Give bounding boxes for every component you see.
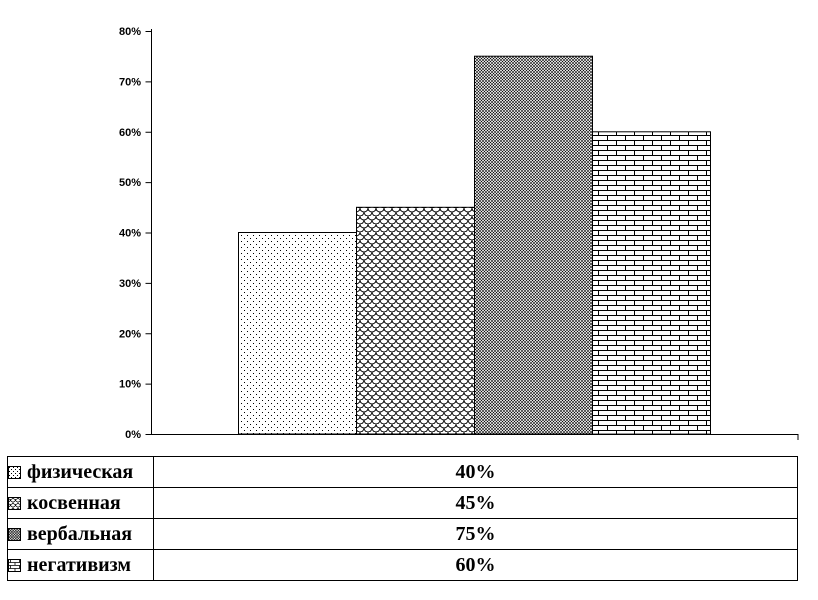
legend-value: 60%: [153, 549, 798, 581]
legend-label: физическая: [27, 460, 134, 483]
legend-table: физическая 40% косвенная 45%: [7, 456, 798, 581]
y-tick-label: 30%: [119, 278, 141, 290]
legend-key-cell: косвенная: [7, 487, 154, 519]
bar-dots: [238, 232, 357, 435]
legend-label: негативизм: [27, 553, 132, 576]
legend-row: физическая 40%: [7, 456, 798, 488]
legend-label: косвенная: [27, 491, 121, 514]
bar-scales: [356, 206, 475, 435]
legend-row: негативизм 60%: [7, 549, 798, 581]
bricks-pattern-swatch-icon: [8, 558, 21, 572]
y-tick-label: 20%: [119, 328, 141, 340]
bar-chart: 0% 10% 20% 30% 40% 50% 60% 70% 80%: [119, 26, 799, 441]
dense-pattern-swatch-icon: [8, 527, 21, 541]
legend-value: 75%: [153, 518, 798, 550]
bar-dense: [474, 55, 593, 435]
legend-value: 45%: [153, 487, 798, 519]
y-tick-label: 50%: [119, 177, 141, 189]
y-tick-label: 10%: [119, 379, 141, 391]
y-tick-label: 60%: [119, 127, 141, 139]
legend-label: вербальная: [27, 522, 133, 545]
legend-key-cell: вербальная: [7, 518, 154, 550]
legend-key-cell: негативизм: [7, 549, 154, 581]
dots-pattern-swatch-icon: [8, 465, 21, 479]
y-tick-label: 80%: [119, 26, 141, 38]
legend-row: вербальная 75%: [7, 518, 798, 550]
bar-bricks: [592, 131, 711, 435]
legend-value: 40%: [153, 456, 798, 488]
legend-key-cell: физическая: [7, 456, 154, 488]
scales-pattern-swatch-icon: [8, 496, 21, 510]
y-tick-label: 0%: [125, 429, 141, 441]
legend-row: косвенная 45%: [7, 487, 798, 519]
y-tick-label: 40%: [119, 228, 141, 240]
y-tick-label: 70%: [119, 76, 141, 88]
